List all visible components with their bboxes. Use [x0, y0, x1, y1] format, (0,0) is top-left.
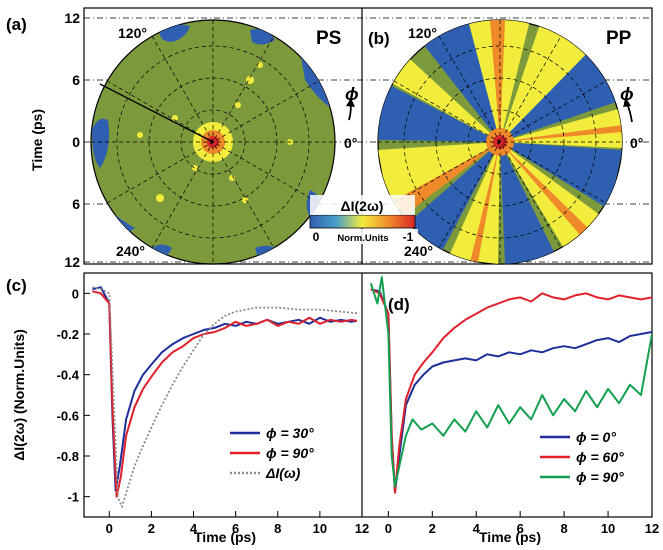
- plot-d-ticks: 0 2 4 6 8 10 12: [385, 511, 659, 536]
- polar-map-ps: [90, 19, 336, 265]
- x-tick-label: 6: [232, 521, 239, 536]
- top-y-tick: 12: [64, 10, 80, 26]
- panel-c-label: (c): [6, 276, 27, 295]
- legend-label: ϕ = 90°: [576, 469, 624, 485]
- x-tick-label: 2: [429, 521, 436, 536]
- x-tick-label: 6: [517, 521, 524, 536]
- x-tick-label: 0: [106, 521, 113, 536]
- y-tick-label: -1: [67, 490, 79, 505]
- series-line: [92, 290, 357, 498]
- plot-c-ticks: 0 2 4 6 8 10 12 0 -0.2 -0.4 -0.6 -0.8 -1: [57, 286, 370, 536]
- legend-label: ϕ = 0°: [576, 429, 616, 445]
- x-tick-label: 4: [190, 521, 198, 536]
- plot-c-y-label: ΔI(2ω) (Norm.Units): [11, 329, 27, 461]
- series-line: [369, 276, 652, 488]
- colorbar: ΔI(2ω) 0 Norm.Units -1: [308, 195, 418, 244]
- legend-c: ϕ = 30° ϕ = 90° ΔI(ω): [230, 425, 314, 481]
- x-tick-label: 2: [148, 521, 155, 536]
- plot-d: [369, 276, 652, 494]
- x-tick-label: 8: [561, 521, 568, 536]
- phi-arrowhead-a: [346, 98, 355, 107]
- angle-0-label-b: 0°: [630, 135, 643, 151]
- angle-0-label-a: 0°: [344, 135, 357, 151]
- bottom-panels: (c) (d) 0 2 4 6 8 10 12 0 -0.2 -0.4 -0.6 -0.8 -1 0 2 4…: [6, 272, 659, 545]
- top-y-tick: 0: [72, 134, 80, 150]
- y-tick-label: -0.4: [57, 368, 80, 383]
- colorbar-title: ΔI(2ω): [341, 198, 384, 214]
- phi-arrowhead-b: [623, 98, 631, 107]
- x-tick-label: 0: [385, 521, 392, 536]
- polar-map-pp: [377, 19, 623, 265]
- top-y-tick: 6: [72, 196, 80, 212]
- legend-d: ϕ = 0° ϕ = 60° ϕ = 90°: [540, 429, 624, 485]
- x-tick-label: 10: [313, 521, 327, 536]
- panel-a-angle-240: 240°: [116, 243, 145, 259]
- y-tick-label: -0.6: [57, 408, 79, 423]
- x-tick-label: 12: [645, 521, 659, 536]
- top-panels: ΔI(2ω) 0 Norm.Units -1 (a) PS 120° 240° …: [6, 7, 653, 270]
- panel-a-tag: PS: [316, 28, 341, 49]
- colorbar-right-label: -1: [403, 230, 414, 244]
- plot-c: [92, 286, 357, 508]
- legend-label: ϕ = 30°: [266, 425, 314, 441]
- top-y-tick: 12: [64, 254, 80, 270]
- panel-b-tag: PP: [606, 28, 632, 49]
- panel-a-angle-120: 120°: [118, 25, 147, 41]
- colorbar-mid-label: Norm.Units: [337, 233, 388, 244]
- bottom-frame: [83, 272, 653, 518]
- legend-label: ϕ = 90°: [266, 445, 314, 461]
- panel-b-label: (b): [368, 29, 390, 48]
- phi-label-a: ϕ: [345, 84, 359, 104]
- series-line: [92, 286, 357, 508]
- panel-a-label: (a): [6, 15, 27, 34]
- series-line: [370, 288, 652, 494]
- panel-b-angle-120: 120°: [408, 25, 437, 41]
- panel-b-angle-240: 240°: [404, 243, 433, 259]
- x-tick-label: 4: [473, 521, 481, 536]
- panel-d-label: (d): [388, 295, 410, 314]
- phi-label-b: ϕ: [620, 84, 634, 104]
- colorbar-left-label: 0: [313, 230, 320, 244]
- legend-label: ϕ = 60°: [576, 449, 624, 465]
- top-y-tick: 6: [72, 72, 80, 88]
- x-tick-label: 12: [355, 521, 369, 536]
- top-y-axis-label: Time (ps): [29, 109, 45, 171]
- y-tick-label: -0.8: [57, 449, 79, 464]
- legend-label: ΔI(ω): [265, 465, 301, 481]
- plot-d-x-label: Time (ps): [479, 529, 541, 545]
- plot-c-x-label: Time (ps): [194, 529, 256, 545]
- x-tick-label: 10: [601, 521, 615, 536]
- colorbar-gradient: [309, 214, 416, 229]
- y-tick-label: -0.2: [57, 327, 79, 342]
- x-tick-label: 8: [274, 521, 281, 536]
- y-tick-label: 0: [72, 286, 79, 301]
